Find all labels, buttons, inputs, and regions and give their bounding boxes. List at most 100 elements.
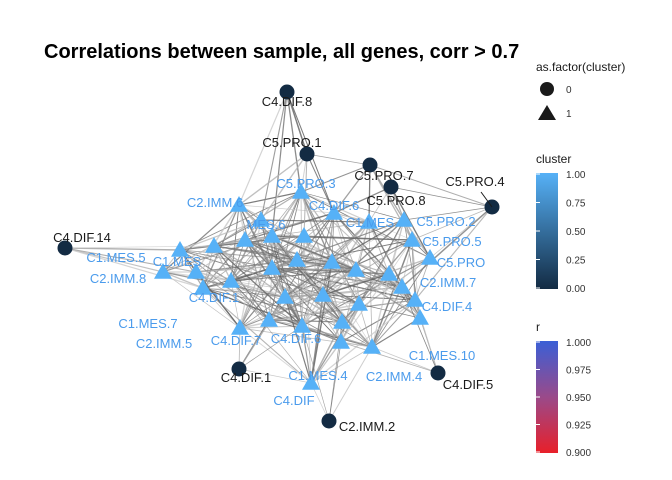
node-label: C5.PRO.4 (445, 174, 504, 189)
node-cluster-1 (205, 237, 223, 253)
network-edge (195, 261, 333, 273)
node-label: C5.PRO.7 (354, 168, 413, 183)
network-edge (244, 239, 343, 323)
network-edge (239, 294, 324, 329)
colorbar-tick-label: 0.50 (566, 227, 586, 238)
network-edge (239, 327, 312, 384)
node-cluster-0 (430, 365, 446, 381)
node-cluster-1 (236, 231, 254, 247)
colorbar-tick-label: 0.950 (566, 393, 591, 404)
network-edge (301, 325, 330, 422)
node-cluster-1 (231, 319, 249, 335)
network-edge (230, 280, 241, 329)
node-label: C4.DIF.8 (262, 94, 313, 109)
node-cluster-1 (230, 196, 248, 212)
network-edge (244, 212, 335, 241)
node-cluster-1 (406, 291, 424, 307)
network-edge (300, 191, 333, 263)
network-edge (271, 235, 303, 327)
node-label: C5.PRO.2 (416, 214, 475, 229)
legend-r-colorbar (536, 341, 558, 453)
plot-title: Correlations between sample, all genes, … (44, 41, 519, 63)
network-edge (401, 206, 493, 288)
network-edge (333, 212, 431, 259)
node-cluster-1 (411, 309, 429, 325)
network-edge (230, 280, 286, 298)
node-cluster-1 (260, 311, 278, 327)
legend-triangle-icon (538, 105, 556, 120)
network-edge (411, 206, 493, 241)
legend-cluster: cluster 1.00 0.75 0.50 0.25 0.00 (536, 152, 586, 295)
network-edge (238, 204, 335, 214)
colorbar-tick-label: 0.25 (566, 256, 586, 267)
node-cluster-1 (347, 261, 365, 277)
network-edge (333, 164, 371, 214)
colorbar-tick-label: 0.975 (566, 366, 591, 377)
network-edge (271, 221, 370, 237)
network-edge (340, 341, 439, 374)
network-edge (371, 286, 403, 348)
network-edge (213, 235, 305, 247)
network-edge (260, 219, 357, 271)
network-edge (271, 235, 390, 275)
network-edge (390, 186, 493, 208)
network-edge (239, 219, 262, 329)
node-cluster-1 (194, 279, 212, 295)
network-edge (195, 271, 303, 327)
network-edge (322, 273, 390, 296)
node-cluster-1 (393, 278, 411, 294)
node-cluster-1 (323, 253, 341, 269)
network-edge (388, 273, 421, 319)
network-edge (401, 239, 413, 288)
network-edge (271, 267, 343, 323)
colorbar-tick-label: 0.75 (566, 199, 586, 210)
node-label: C5.PRO.5 (422, 234, 481, 249)
node-cluster-1 (403, 231, 421, 247)
node-label: C2.IMM.4 (366, 369, 422, 384)
node-label: C4.DIF (273, 393, 314, 408)
node-label: C2.IMM.5 (136, 336, 192, 351)
node-cluster-1 (314, 286, 332, 302)
node-cluster-1 (325, 204, 343, 220)
legend-shape-label-1: 1 (566, 109, 572, 120)
network-edge (213, 245, 303, 327)
node-cluster-0 (279, 84, 295, 100)
network-edge (369, 164, 493, 208)
network-edge (64, 247, 164, 273)
node-label: C2.IMM.6 (187, 195, 243, 210)
network-edge (238, 153, 308, 206)
node-label: C4.DIF.7 (211, 333, 262, 348)
network-edge (403, 206, 493, 221)
node-label: C1.MES (346, 215, 395, 230)
node-cluster-1 (252, 211, 270, 227)
network-edge (230, 280, 312, 384)
network-edge (284, 294, 324, 298)
node-label: C4.DIF.6 (309, 198, 360, 213)
legend-cluster-title: cluster (536, 152, 571, 166)
node-cluster-1 (333, 313, 351, 329)
legend-shape-label-0: 0 (566, 85, 572, 96)
network-edge (195, 204, 240, 273)
network-edge (271, 267, 342, 343)
node-cluster-0 (362, 157, 378, 173)
network-edge (303, 235, 413, 241)
network-edge (303, 235, 343, 323)
network-edge (322, 294, 373, 348)
network-edge (179, 219, 262, 251)
network-edge (271, 235, 357, 271)
colorbar-tick-label: 1.000 (566, 338, 591, 349)
network-edge (239, 269, 357, 329)
network-edge (341, 273, 390, 323)
node-cluster-0 (57, 240, 73, 256)
network-edge (300, 191, 405, 221)
network-edge (195, 271, 270, 321)
colorbar-tick-label: 0.925 (566, 421, 591, 432)
node-cluster-1 (295, 227, 313, 243)
network-edge (331, 219, 405, 263)
node-cluster-1 (395, 211, 413, 227)
node-label: C1.MES (153, 254, 202, 269)
network-edge (238, 91, 288, 206)
network-edge (284, 269, 357, 298)
network-edge (202, 287, 303, 327)
